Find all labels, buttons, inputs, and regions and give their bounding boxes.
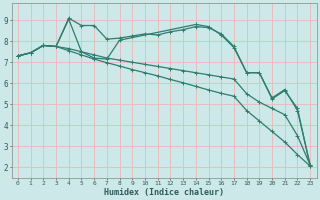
X-axis label: Humidex (Indice chaleur): Humidex (Indice chaleur) (104, 188, 224, 197)
